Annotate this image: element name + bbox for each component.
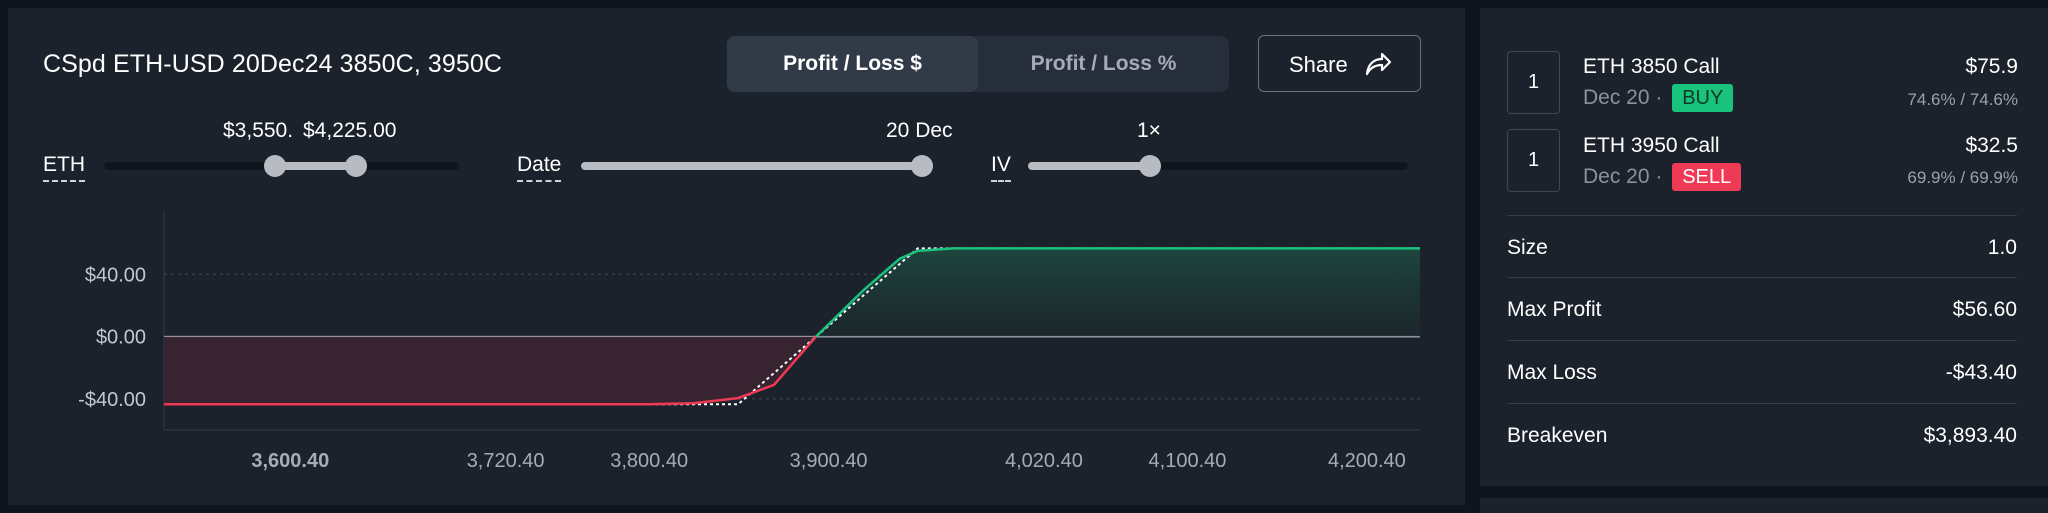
y-tick-label: $40.00 — [85, 264, 146, 286]
pnl-toggle: Profit / Loss $ Profit / Loss % — [727, 36, 1229, 92]
summary-breakeven-row: Breakeven $3,893.40 — [1507, 403, 2017, 465]
leg-1-buy-badge: BUY — [1672, 84, 1734, 112]
y-tick-label: $0.00 — [96, 327, 146, 349]
leg-1-quantity[interactable]: 1 — [1507, 51, 1560, 114]
max-loss-label: Max Loss — [1507, 361, 1597, 384]
eth-slider-max-handle[interactable] — [345, 155, 367, 177]
leg-2-meta: Dec 20 · SELL — [1583, 163, 1742, 191]
leg-2-sell-badge: SELL — [1672, 163, 1742, 191]
leg-2-quantity[interactable]: 1 — [1507, 129, 1560, 192]
toggle-profit-loss-percent[interactable]: Profit / Loss % — [1030, 52, 1177, 75]
strategy-title: CSpd ETH-USD 20Dec24 3850C, 3950C — [43, 50, 503, 78]
profit-area — [816, 248, 1420, 337]
x-tick-label: 4,020.40 — [1005, 450, 1083, 472]
iv-slider-label: IV — [991, 154, 1011, 182]
pnl-loss-line — [164, 335, 817, 406]
max-loss-value: -$43.40 — [1945, 361, 2017, 384]
share-arrow-icon — [1365, 52, 1392, 76]
size-label: Size — [1507, 236, 1548, 259]
x-tick-label: 3,720.40 — [467, 450, 545, 472]
date-slider-fill — [581, 162, 923, 170]
position-summary-panel — [1480, 8, 2048, 486]
date-slider-label: Date — [517, 154, 562, 182]
x-tick-label: 4,100.40 — [1149, 450, 1227, 472]
eth-slider-label: ETH — [43, 154, 85, 182]
leg-1-iv: 74.6% / 74.6% — [1907, 90, 2018, 109]
leg-1-date: Dec 20 · — [1583, 86, 1663, 109]
loss-area — [164, 336, 817, 405]
share-button[interactable]: Share — [1258, 35, 1421, 92]
breakeven-value: $3,893.40 — [1923, 424, 2017, 447]
iv-value: 1× — [1137, 119, 1161, 142]
leg-1-price: $75.9 — [1965, 55, 2018, 78]
max-profit-value: $56.60 — [1952, 298, 2017, 321]
toggle-profit-loss-dollar[interactable]: Profit / Loss $ — [727, 36, 978, 92]
size-value: 1.0 — [1987, 236, 2017, 259]
summary-size-row: Size 1.0 — [1507, 215, 2017, 277]
eth-min-value: $3,550. — [223, 119, 298, 142]
leg-2-date: Dec 20 · — [1583, 165, 1663, 188]
leg-2-name: ETH 3950 Call — [1583, 134, 1720, 157]
breakeven-label: Breakeven — [1507, 424, 1608, 447]
y-tick-label: -$40.00 — [78, 389, 146, 411]
date-value: 20 Dec — [886, 119, 953, 142]
pnl-profit-line — [815, 247, 1420, 338]
leg-1-name: ETH 3850 Call — [1583, 55, 1720, 78]
x-tick-label: 4,200.40 — [1328, 450, 1406, 472]
iv-slider-fill — [1028, 162, 1150, 170]
leg-1-meta: Dec 20 · BUY — [1583, 84, 1734, 112]
eth-slider-min-handle[interactable] — [264, 155, 286, 177]
eth-slider-range — [275, 162, 355, 170]
x-tick-label: 3,900.40 — [790, 450, 868, 472]
panel-below — [1480, 498, 2048, 513]
iv-slider-track[interactable] — [1028, 162, 1408, 170]
summary-max-profit-row: Max Profit $56.60 — [1507, 277, 2017, 339]
leg-2-price: $32.5 — [1965, 134, 2018, 157]
date-slider-handle[interactable] — [911, 155, 933, 177]
iv-slider-handle[interactable] — [1139, 155, 1161, 177]
x-tick-label: 3,600.40 — [251, 450, 329, 472]
eth-max-value: $4,225.00 — [303, 119, 397, 142]
summary-max-loss-row: Max Loss -$43.40 — [1507, 340, 2017, 402]
leg-2-iv: 69.9% / 69.9% — [1907, 168, 2018, 187]
max-profit-label: Max Profit — [1507, 298, 1602, 321]
share-label: Share — [1289, 52, 1348, 77]
x-tick-label: 3,800.40 — [610, 450, 688, 472]
